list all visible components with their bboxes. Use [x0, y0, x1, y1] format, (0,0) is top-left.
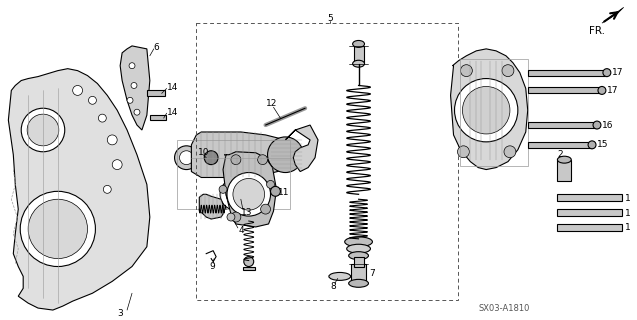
Ellipse shape — [353, 60, 364, 67]
Bar — [527, 122, 597, 128]
Circle shape — [598, 86, 606, 94]
Circle shape — [271, 186, 280, 196]
Circle shape — [226, 184, 246, 204]
Circle shape — [603, 69, 611, 76]
Ellipse shape — [353, 40, 364, 47]
Circle shape — [134, 109, 140, 115]
Bar — [557, 224, 622, 231]
Bar — [243, 267, 255, 270]
Circle shape — [220, 179, 252, 210]
Polygon shape — [8, 69, 150, 310]
Bar — [557, 194, 622, 201]
Text: 1: 1 — [625, 194, 631, 203]
Text: 8: 8 — [330, 282, 336, 291]
Circle shape — [261, 204, 271, 214]
Circle shape — [462, 86, 510, 134]
Circle shape — [180, 151, 194, 164]
Polygon shape — [450, 49, 527, 170]
Bar — [557, 209, 622, 216]
Bar — [527, 87, 602, 93]
Polygon shape — [602, 7, 624, 23]
Circle shape — [588, 141, 596, 149]
Text: 14: 14 — [167, 108, 178, 117]
Circle shape — [455, 78, 518, 142]
Circle shape — [257, 155, 268, 164]
Text: FR.: FR. — [589, 26, 605, 36]
Circle shape — [244, 257, 254, 267]
Circle shape — [98, 114, 106, 122]
Circle shape — [112, 160, 122, 170]
Text: 4: 4 — [239, 227, 245, 236]
Polygon shape — [199, 194, 223, 219]
Circle shape — [268, 137, 303, 172]
Circle shape — [231, 212, 241, 222]
Text: 7: 7 — [369, 269, 375, 278]
Ellipse shape — [348, 252, 368, 260]
Text: 13: 13 — [241, 208, 252, 217]
Circle shape — [89, 96, 96, 104]
Text: 1: 1 — [625, 223, 631, 232]
Circle shape — [593, 121, 601, 129]
Circle shape — [175, 146, 198, 170]
Bar — [527, 142, 592, 148]
Ellipse shape — [329, 272, 350, 280]
Text: 10: 10 — [198, 148, 210, 157]
Bar — [350, 264, 366, 283]
Polygon shape — [120, 46, 150, 130]
Text: 12: 12 — [266, 99, 277, 108]
Circle shape — [219, 185, 227, 193]
Circle shape — [266, 180, 275, 188]
Polygon shape — [226, 155, 273, 219]
Text: 3: 3 — [117, 308, 123, 317]
Text: 17: 17 — [612, 68, 624, 77]
Text: SX03-A1810: SX03-A1810 — [478, 304, 529, 313]
Text: 11: 11 — [278, 188, 290, 197]
Polygon shape — [285, 125, 318, 172]
Circle shape — [103, 185, 111, 193]
Bar — [557, 160, 571, 181]
Bar — [176, 140, 290, 209]
Bar — [527, 70, 607, 76]
Bar — [150, 115, 166, 120]
Circle shape — [131, 83, 137, 88]
Polygon shape — [191, 132, 292, 178]
Text: 5: 5 — [327, 14, 333, 23]
Bar — [196, 23, 459, 300]
Circle shape — [28, 199, 87, 259]
Ellipse shape — [348, 279, 368, 287]
Circle shape — [461, 65, 472, 76]
Circle shape — [227, 172, 271, 216]
Circle shape — [227, 213, 235, 221]
Text: 2: 2 — [557, 150, 563, 159]
Circle shape — [27, 114, 59, 146]
Text: 16: 16 — [602, 121, 613, 130]
Circle shape — [73, 85, 83, 95]
Circle shape — [502, 65, 514, 76]
Bar — [147, 91, 165, 96]
Circle shape — [233, 179, 264, 210]
Circle shape — [204, 151, 218, 164]
Circle shape — [20, 191, 96, 267]
Ellipse shape — [347, 244, 371, 253]
Bar — [354, 257, 364, 267]
Ellipse shape — [557, 156, 571, 163]
Bar — [354, 46, 364, 64]
Bar — [461, 59, 527, 166]
Circle shape — [231, 155, 241, 164]
Text: 17: 17 — [607, 86, 619, 95]
Text: 15: 15 — [597, 140, 608, 149]
Text: 9: 9 — [209, 262, 215, 271]
Text: 14: 14 — [167, 83, 178, 92]
Circle shape — [129, 63, 135, 69]
Polygon shape — [223, 152, 276, 227]
Circle shape — [504, 146, 516, 158]
Circle shape — [107, 135, 117, 145]
Circle shape — [21, 108, 65, 152]
Circle shape — [457, 146, 469, 158]
Ellipse shape — [345, 237, 373, 247]
Text: 6: 6 — [154, 44, 159, 52]
Text: 1: 1 — [625, 209, 631, 218]
Circle shape — [127, 97, 133, 103]
